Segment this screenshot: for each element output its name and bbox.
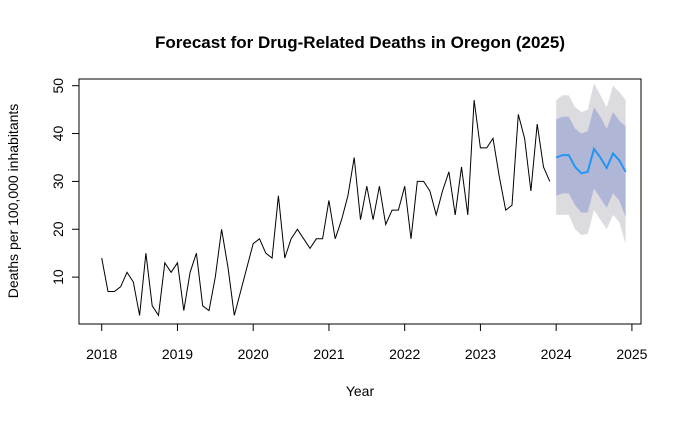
y-tick-label: 20 — [50, 221, 66, 237]
x-axis-label: Year — [346, 383, 375, 399]
y-tick-label: 50 — [50, 78, 66, 94]
y-axis-label: Deaths per 100,000 inhabitants — [5, 104, 21, 299]
x-axis: 2018 2019 2020 2021 2022 2023 2024 2025 — [86, 323, 648, 362]
plot-area — [101, 83, 627, 317]
x-tick-label: 2022 — [389, 346, 420, 362]
x-tick-label: 2021 — [313, 346, 344, 362]
y-axis: 10 20 30 40 50 — [50, 78, 80, 285]
y-tick-label: 10 — [50, 269, 66, 285]
y-tick-label: 30 — [50, 173, 66, 189]
x-tick-label: 2020 — [238, 346, 269, 362]
forecast-mean-line — [555, 146, 627, 175]
observed-series-line — [101, 100, 551, 317]
x-tick-label: 2018 — [86, 346, 117, 362]
x-tick-label: 2019 — [162, 346, 193, 362]
x-tick-label: 2025 — [616, 346, 647, 362]
chart-title: Forecast for Drug-Related Deaths in Oreg… — [155, 33, 565, 52]
x-tick-label: 2024 — [541, 346, 572, 362]
x-tick-label: 2023 — [465, 346, 496, 362]
y-tick-label: 40 — [50, 126, 66, 142]
